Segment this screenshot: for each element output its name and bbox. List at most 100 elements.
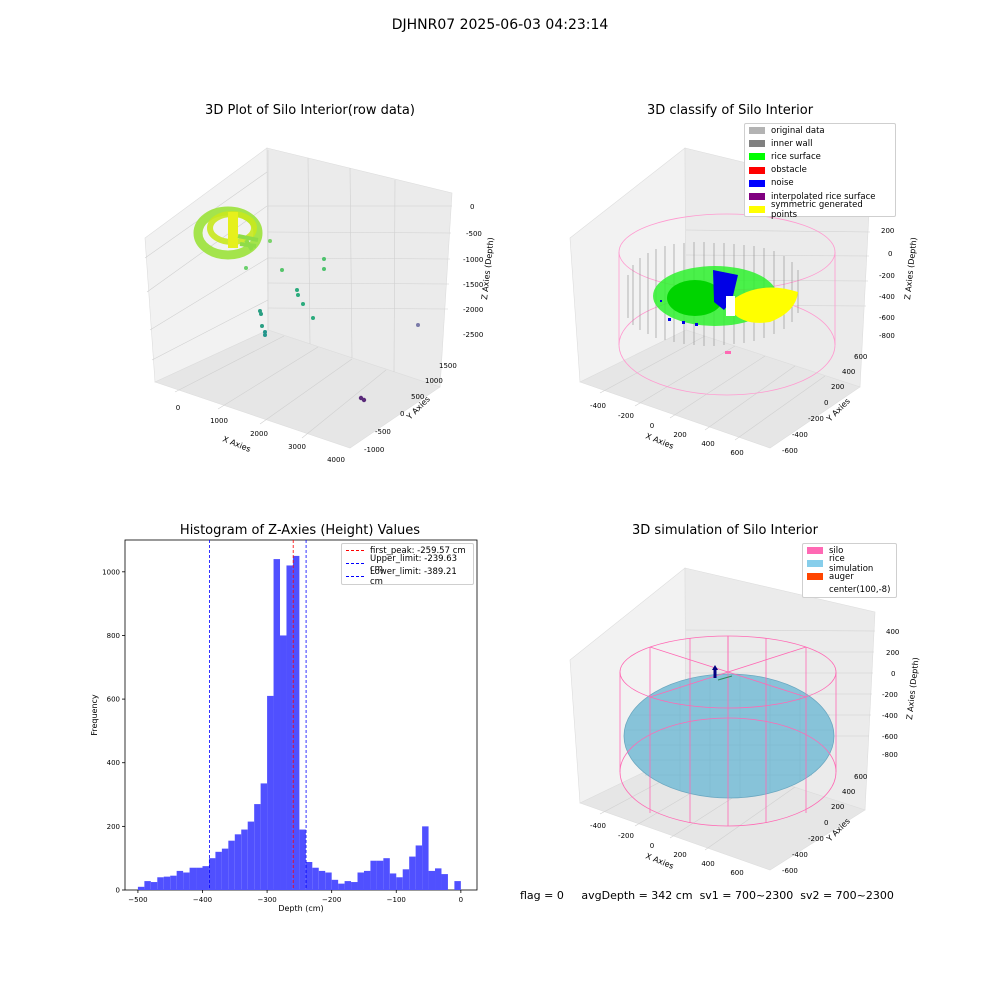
simulation-xtick: -400	[590, 822, 606, 830]
legend-item-noise: noise	[745, 177, 895, 190]
simulation-3d-plot: -400 -200 0 200 400 600 -600 -400 -200 0…	[569, 567, 921, 877]
histogram-y-tick-label: 200	[107, 823, 120, 831]
histogram-x-ticks: −500 −400 −300 −200 −100 0	[128, 890, 463, 904]
legend-item-obstacle: obstacle	[745, 164, 895, 177]
simulation-ztick: 0	[891, 670, 895, 678]
classify-xlabel: X Axies	[644, 432, 675, 451]
simulation-ytick: 200	[831, 803, 844, 811]
histogram-bar	[241, 829, 248, 890]
histogram-x-tick-label: −200	[322, 896, 341, 904]
simulation-zlabel: Z Axies (Depth)	[905, 657, 921, 720]
legend-swatch	[749, 127, 765, 135]
histogram-bar	[389, 873, 397, 890]
histogram-bar	[254, 804, 261, 890]
raw-ytick: -1000	[364, 446, 384, 454]
histogram-bar	[215, 851, 222, 890]
histogram-bar	[144, 881, 151, 890]
raw-ytick: 0	[400, 410, 404, 418]
legend-swatch	[749, 193, 765, 201]
histogram-x-tick-label: −500	[128, 896, 147, 904]
simulation-ztick: 400	[886, 628, 899, 636]
legend-item-original-data: original data	[745, 124, 895, 137]
histogram-x-tick-label: 0	[459, 896, 463, 904]
legend-swatch	[807, 547, 823, 555]
histogram-x-tick-label: −100	[387, 896, 406, 904]
legend-item-upper-limit: Upper_limit: -239.63 cm	[342, 554, 473, 574]
histogram-bar	[383, 858, 390, 890]
histogram-bar	[370, 860, 377, 890]
histogram-y-tick-label: 0	[116, 887, 120, 895]
raw-data-cluster	[193, 206, 272, 270]
histogram-reference-lines	[209, 540, 307, 890]
histogram-x-tick-label: −300	[257, 896, 276, 904]
histogram-bar	[409, 856, 416, 890]
histogram-bar	[286, 565, 293, 890]
sv2-text: sv2 = 700~2300	[800, 889, 894, 902]
classify-obstacle-gap	[726, 296, 735, 316]
histogram-bar	[267, 695, 274, 890]
histogram-bar	[357, 872, 364, 890]
classify-xtick: 200	[673, 431, 686, 439]
legend-item-interpolated-rice-surface: interpolated rice surface	[745, 190, 895, 203]
histogram-bar	[415, 845, 423, 890]
classify-ytick: -400	[792, 431, 808, 439]
raw-xlabel: X Axies	[221, 435, 252, 454]
classify-tick-labels: -400 -200 0 200 400 600 -600 -400 -200 0…	[590, 227, 895, 457]
histogram-bar	[435, 868, 442, 890]
legend-item-symmetric-generated-points: symmetric generated points	[745, 200, 895, 220]
classify-ztick: -600	[879, 314, 895, 322]
histogram-bar	[221, 848, 229, 890]
classify-ytick: 600	[854, 353, 867, 361]
sv1-text: sv1 = 700~2300	[699, 889, 794, 902]
raw-ztick: 0	[470, 203, 474, 211]
simulation-xtick: 600	[730, 869, 743, 877]
histogram-bar	[292, 555, 300, 890]
simulation-ztick: -600	[882, 733, 898, 741]
raw-xtick: 3000	[288, 443, 306, 451]
histogram-bar	[351, 882, 358, 890]
raw-xtick: 4000	[327, 456, 345, 464]
raw-xtick: 1000	[210, 417, 228, 425]
classify-xtick: -400	[590, 402, 606, 410]
histogram-bar	[318, 870, 326, 890]
histogram-bar	[228, 840, 235, 890]
legend-swatch	[807, 560, 823, 568]
simulation-ztick: 200	[886, 649, 899, 657]
legend-line	[346, 563, 364, 565]
classify-legend: original data inner wall rice surface ob…	[744, 123, 896, 220]
histogram-xlabel: Depth (cm)	[278, 904, 323, 913]
histogram-bar	[402, 869, 410, 890]
histogram-bar	[157, 877, 164, 890]
histogram-bar	[273, 559, 281, 890]
raw-3d-axes-box	[144, 147, 453, 449]
raw-ztick: -1500	[463, 281, 483, 289]
avg-depth-text: avgDepth = 342 cm	[581, 889, 693, 902]
classify-3d-plot: -400 -200 0 200 400 600 -600 -400 -200 0…	[569, 147, 919, 457]
simulation-rice-mesh	[626, 675, 833, 798]
raw-data-scatter	[258, 257, 420, 403]
histogram-bar	[454, 881, 461, 890]
classify-xtick: 600	[730, 449, 743, 457]
classify-ztick: -400	[879, 293, 895, 301]
classify-zlabel: Z Axies (Depth)	[903, 237, 919, 300]
histogram-y-tick-label: 1000	[102, 568, 120, 576]
legend-swatch	[749, 206, 765, 214]
histogram-bar	[260, 783, 268, 890]
legend-item-first-peak: first_peak: -259.57 cm	[342, 544, 473, 557]
raw-xtick: 2000	[250, 430, 268, 438]
legend-swatch	[749, 153, 765, 161]
status-footer: flag = 0 avgDepth = 342 cm sv1 = 700~230…	[520, 889, 894, 902]
histogram-y-tick-label: 400	[107, 759, 120, 767]
legend-item-rice-simulation: rice simulation	[803, 554, 896, 574]
simulation-ytick: -600	[782, 867, 798, 875]
classify-symmetric-points	[732, 287, 798, 323]
classify-ztick: -800	[879, 332, 895, 340]
legend-item-center: center(100,-8)	[803, 584, 896, 597]
histogram-bar	[183, 872, 190, 890]
histogram-bar	[312, 867, 319, 890]
raw-ytick: 1500	[439, 362, 457, 370]
classify-rice-surface-core	[667, 280, 723, 316]
legend-item-lower-limit: Lower_limit: -389.21 cm	[342, 567, 473, 587]
histogram-y-ticks: 0 200 400 600 800 1000	[102, 568, 125, 895]
raw-tick-labels: 0 1000 2000 3000 4000 -1000 -500 0 500 1…	[176, 203, 484, 464]
